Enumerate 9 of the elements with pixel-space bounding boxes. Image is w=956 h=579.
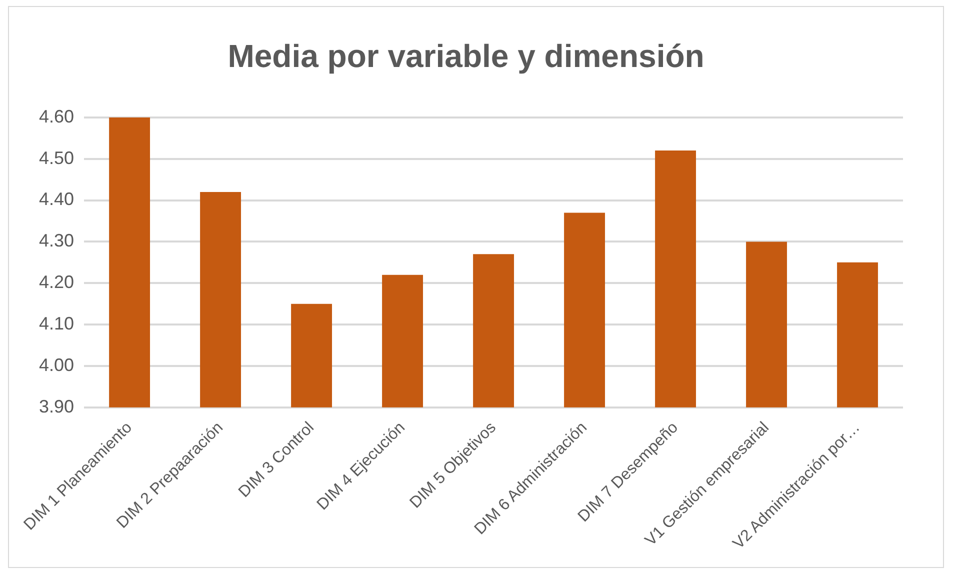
chart-title: Media por variable y dimensión bbox=[228, 38, 704, 74]
y-tick-label: 4.60 bbox=[38, 106, 74, 126]
y-tick-label: 3.90 bbox=[38, 396, 74, 416]
y-tick-label: 4.50 bbox=[38, 148, 74, 168]
y-tick-label: 4.00 bbox=[38, 354, 74, 375]
y-tick-label: 4.10 bbox=[38, 314, 74, 334]
y-tick-label: 4.20 bbox=[38, 272, 74, 292]
y-tick-label: 4.30 bbox=[38, 230, 74, 251]
y-tick-label: 4.40 bbox=[38, 189, 74, 210]
